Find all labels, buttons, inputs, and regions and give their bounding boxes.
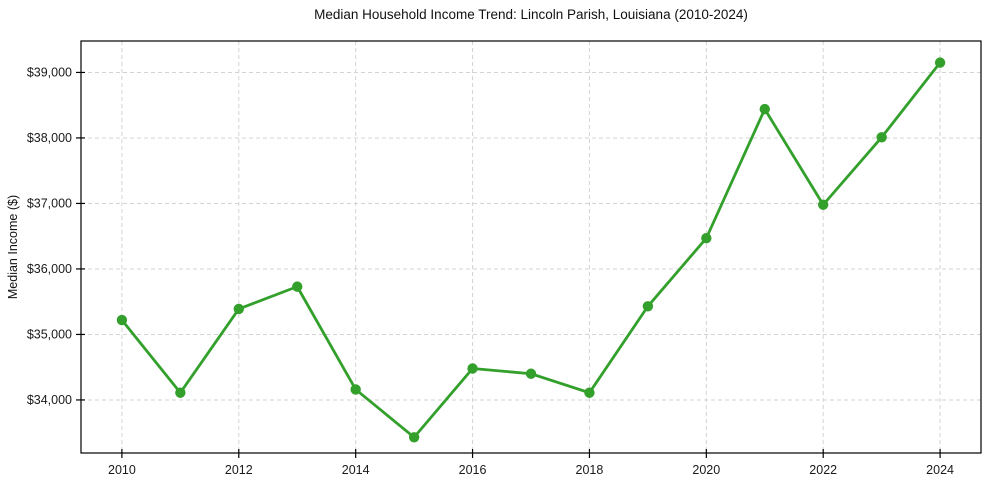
income-trend-series — [116, 57, 946, 443]
x-tick-label: 2016 — [459, 463, 487, 477]
data-point-marker — [818, 199, 829, 210]
data-point-marker — [175, 387, 186, 398]
plot-border — [80, 40, 982, 454]
x-tick-label: 2018 — [576, 463, 604, 477]
data-point-marker — [116, 314, 128, 326]
gridlines — [81, 41, 981, 453]
x-tick-label: 2022 — [809, 463, 837, 477]
data-point-marker — [642, 301, 654, 312]
data-point-marker — [292, 281, 303, 292]
data-point-marker — [701, 232, 712, 244]
y-axis-label: Median Income ($) — [6, 195, 20, 299]
data-point-marker — [350, 384, 361, 395]
data-point-marker — [934, 57, 946, 68]
data-point-marker — [525, 368, 537, 379]
data-point-marker — [584, 387, 595, 398]
x-tick-label: 2014 — [342, 463, 370, 477]
x-tick-label: 2024 — [926, 463, 954, 477]
x-tick-label: 2010 — [108, 463, 136, 477]
axis-tick-labels: $34,000 $35,000 $36,000 $37,000 $38,000 $39,0… — [27, 65, 954, 477]
y-tick-label: $34,000 — [27, 393, 72, 407]
y-tick-label: $36,000 — [27, 262, 72, 276]
y-tick-label: $38,000 — [27, 131, 72, 145]
x-tick-label: 2020 — [692, 463, 720, 477]
x-tick-label: 2012 — [225, 463, 253, 477]
data-point-marker — [876, 132, 887, 143]
data-point-marker — [408, 432, 420, 443]
data-point-marker — [759, 103, 770, 115]
y-tick-label: $37,000 — [27, 196, 72, 210]
data-point-marker — [233, 303, 244, 315]
trend-line — [120, 61, 942, 439]
chart-title: Median Household Income Trend: Lincoln P… — [314, 7, 748, 22]
y-tick-label: $39,000 — [27, 65, 72, 79]
y-tick-label: $35,000 — [27, 327, 72, 341]
data-point-marker — [467, 363, 478, 374]
